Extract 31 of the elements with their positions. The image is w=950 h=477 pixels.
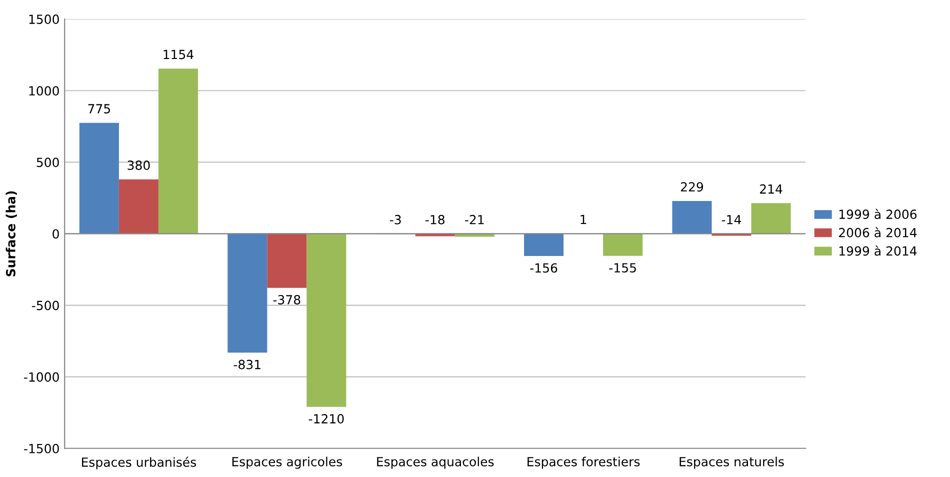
data-label: -3 — [390, 214, 401, 224]
y-tick-label: 500 — [36, 158, 59, 168]
data-label: 229 — [680, 182, 704, 192]
data-label: -18 — [426, 214, 444, 224]
data-label: -831 — [234, 360, 260, 370]
y-tick-label: -500 — [32, 300, 59, 310]
data-label: -155 — [609, 263, 636, 273]
data-label: -156 — [530, 263, 558, 273]
data-label: -1210 — [308, 414, 344, 424]
data-label: 380 — [128, 160, 150, 170]
y-axis-title: Surface (ha) — [6, 191, 17, 276]
data-label: -378 — [273, 294, 300, 304]
data-label: 775 — [88, 104, 110, 114]
data-label: -21 — [465, 214, 484, 224]
x-tick-label: Espaces forestiers — [528, 456, 640, 469]
data-label: -14 — [722, 215, 742, 224]
y-tick-label: 1500 — [29, 14, 59, 24]
data-label: 1 — [580, 214, 586, 224]
legend-label: 2006 à 2014 — [839, 227, 917, 238]
legend-label: 1999 à 2014 — [839, 246, 917, 256]
x-tick-label: Espaces agricoles — [232, 456, 342, 469]
data-label: 1154 — [164, 50, 194, 60]
legend-label: 1999 à 2006 — [839, 208, 917, 220]
data-label: 214 — [760, 184, 782, 194]
y-tick-label: 1000 — [29, 86, 59, 96]
y-tick-label: -1500 — [24, 444, 59, 454]
x-tick-label: Espaces naturels — [680, 456, 784, 469]
x-tick-label: Espaces urbanisés — [82, 456, 196, 470]
y-tick-label: -1000 — [24, 372, 59, 382]
x-tick-label: Espaces aquacoles — [377, 456, 494, 469]
y-tick-label: 0 — [52, 229, 59, 239]
